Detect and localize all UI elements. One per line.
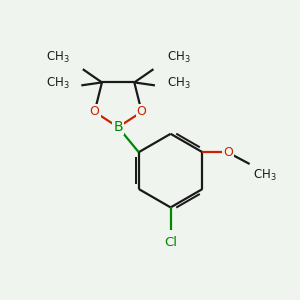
Text: CH$_3$: CH$_3$: [167, 76, 190, 92]
Text: CH$_3$: CH$_3$: [167, 50, 190, 65]
Text: B: B: [113, 120, 123, 134]
Text: CH$_3$: CH$_3$: [253, 167, 277, 183]
Text: CH$_3$: CH$_3$: [46, 76, 70, 92]
Text: CH$_3$: CH$_3$: [46, 50, 70, 65]
Text: O: O: [137, 105, 147, 119]
Text: O: O: [224, 146, 233, 159]
Text: Cl: Cl: [164, 236, 177, 249]
Text: O: O: [90, 105, 100, 119]
